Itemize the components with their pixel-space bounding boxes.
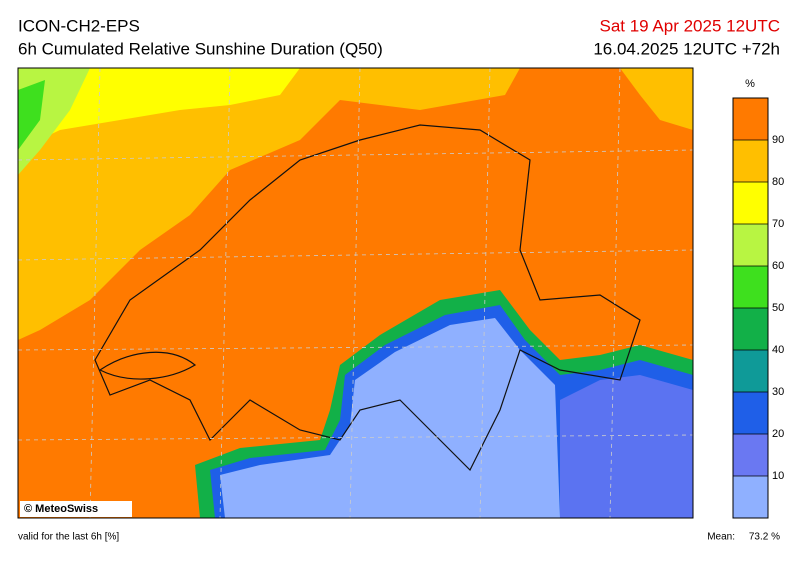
- colorbar-tick-label: 30: [772, 386, 784, 398]
- mean-value: 73.2 %: [749, 532, 780, 543]
- validity: valid for the last 6h [%]: [18, 532, 119, 543]
- mean-label: Mean:: [707, 532, 735, 543]
- area: [560, 375, 693, 518]
- colorbar-bin: [733, 434, 768, 476]
- colorbar-bin: [733, 266, 768, 308]
- area: [18, 80, 45, 150]
- area: [220, 318, 560, 518]
- credit-box: [20, 501, 132, 517]
- colorbar-bin: [733, 140, 768, 182]
- product-title: 6h Cumulated Relative Sunshine Duration …: [18, 39, 383, 58]
- colorbar-frame: [732, 97, 769, 519]
- colorbar-tick-label: 10: [772, 470, 784, 482]
- colorbar-bin: [733, 350, 768, 392]
- map: © MeteoSwiss: [17, 67, 694, 519]
- colorbar-tick-label: 20: [772, 428, 784, 440]
- colorbar-tick-label: 50: [772, 302, 784, 314]
- area: [18, 68, 520, 340]
- colorbar-tick-label: 60: [772, 260, 784, 272]
- colorbar-bin: [733, 98, 768, 140]
- colorbar: % 10 20 30 40 50 60 70 80 90: [732, 78, 784, 519]
- colorbar-tick-label: 70: [772, 218, 784, 230]
- credit: © MeteoSwiss: [24, 503, 98, 515]
- model-title: ICON-CH2-EPS: [18, 16, 140, 35]
- area: [620, 68, 693, 130]
- colorbar-tick-label: 90: [772, 134, 784, 146]
- colorbar-bin: [733, 182, 768, 224]
- colorbar-bin: [733, 476, 768, 518]
- colorbar-bin: [733, 392, 768, 434]
- colorbar-tick-label: 80: [772, 176, 784, 188]
- area: [18, 68, 300, 150]
- borders: [94, 124, 641, 472]
- run-info: 16.04.2025 12UTC +72h: [593, 39, 780, 58]
- colorbar-unit: %: [745, 78, 755, 90]
- valid-time: Sat 19 Apr 2025 12UTC: [599, 16, 780, 35]
- map-frame: [17, 67, 694, 519]
- colorbar-bin: [733, 224, 768, 266]
- graticule: [18, 68, 693, 518]
- colorbar-tick-label: 40: [772, 344, 784, 356]
- colorbar-bin: [733, 308, 768, 350]
